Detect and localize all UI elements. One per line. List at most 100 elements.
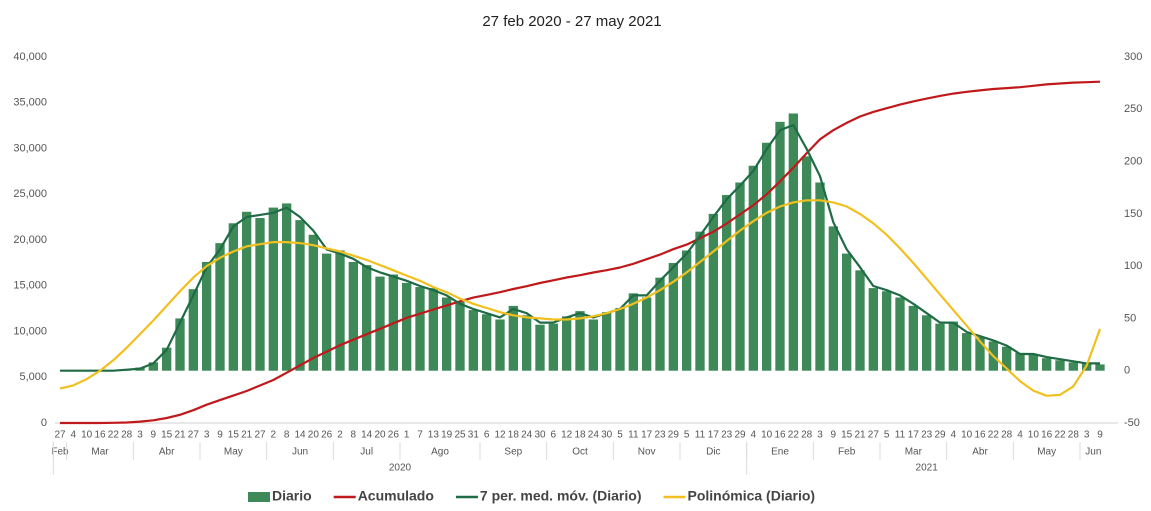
bar	[495, 319, 505, 371]
month-label: Ene	[771, 447, 789, 458]
x-tick-label: 27	[54, 430, 66, 441]
x-tick-label: 2	[271, 430, 277, 441]
bar	[735, 182, 745, 371]
bar	[962, 333, 972, 371]
month-label: Feb	[838, 447, 856, 458]
bar	[708, 213, 718, 371]
bar	[468, 310, 478, 371]
bar	[575, 311, 585, 371]
x-tick-label: 29	[734, 430, 746, 441]
year-label: 2021	[916, 463, 939, 474]
x-tick-label: 15	[228, 430, 240, 441]
bar	[202, 261, 212, 371]
x-tick-label: 23	[654, 430, 666, 441]
line-series	[59, 199, 1102, 397]
x-tick-label: 12	[494, 430, 506, 441]
x-tick-label: 4	[71, 430, 77, 441]
month-label: Mar	[91, 447, 109, 458]
bar	[775, 121, 785, 371]
x-tick-label: 10	[961, 430, 973, 441]
x-tick-label: 29	[668, 430, 680, 441]
y2-tick-label: 250	[1124, 103, 1142, 115]
bar	[268, 207, 278, 371]
y2-tick-label: 300	[1124, 51, 1142, 63]
bar	[855, 270, 865, 371]
bar	[802, 156, 812, 371]
line-series	[60, 123, 1100, 372]
x-tick-label: 4	[951, 430, 957, 441]
bar	[935, 323, 945, 371]
x-tick-label: 18	[508, 430, 520, 441]
x-tick-label: 27	[188, 430, 200, 441]
bar	[682, 250, 692, 371]
bar	[175, 318, 185, 371]
x-tick-label: 3	[204, 430, 210, 441]
x-tick-label: 16	[1041, 430, 1053, 441]
y-tick-label: 10,000	[13, 325, 47, 337]
x-tick-label: 22	[108, 430, 120, 441]
month-label: Jul	[360, 447, 373, 458]
y2-tick-label: -50	[1124, 417, 1140, 429]
x-tick-label: 23	[721, 430, 733, 441]
legend-label: Diario	[272, 488, 312, 504]
month-label: May	[1037, 447, 1056, 458]
bar	[1068, 362, 1078, 371]
x-tick-label: 5	[884, 430, 890, 441]
x-tick-label: 22	[788, 430, 800, 441]
bar	[322, 253, 332, 371]
x-tick-label: 21	[174, 430, 186, 441]
x-tick-label: 21	[854, 430, 866, 441]
chart-title: 27 feb 2020 - 27 may 2021	[482, 13, 661, 30]
bar	[562, 316, 572, 371]
month-label: Mar	[905, 447, 923, 458]
x-tick-label: 27	[868, 430, 880, 441]
bar	[455, 301, 465, 371]
bar	[148, 362, 158, 371]
x-tick-label: 22	[1054, 430, 1066, 441]
bar	[402, 282, 412, 371]
bar	[922, 315, 932, 371]
month-label: Sep	[504, 447, 522, 458]
x-tick-label: 6	[484, 430, 490, 441]
bar	[895, 297, 905, 371]
bar	[1028, 355, 1038, 371]
bar	[1055, 360, 1065, 371]
x-tick-label: 30	[534, 430, 546, 441]
bar	[588, 319, 598, 371]
x-tick-label: 4	[751, 430, 757, 441]
x-tick-label: 26	[321, 430, 333, 441]
bar	[535, 324, 545, 371]
x-tick-label: 11	[628, 430, 639, 441]
x-tick-label: 14	[361, 430, 373, 441]
bar	[722, 195, 732, 371]
bar	[1015, 352, 1025, 371]
line-series	[60, 80, 1101, 425]
legend-label: Acumulado	[358, 488, 434, 504]
x-tick-label: 9	[831, 430, 837, 441]
bar	[695, 231, 705, 371]
month-label: Abr	[159, 447, 175, 458]
bar	[548, 323, 558, 371]
y2-tick-label: 0	[1124, 365, 1130, 377]
x-tick-label: 1	[404, 430, 410, 441]
bar	[882, 291, 892, 371]
bar	[828, 226, 838, 371]
bar	[842, 253, 852, 371]
x-tick-label: 9	[151, 430, 157, 441]
x-tick-label: 10	[81, 430, 93, 441]
bar	[162, 347, 172, 371]
x-tick-label: 21	[241, 430, 253, 441]
month-label: Dic	[706, 447, 720, 458]
bar	[375, 276, 385, 371]
x-tick-label: 27	[254, 430, 266, 441]
bar	[188, 289, 198, 371]
x-tick-label: 28	[801, 430, 813, 441]
y-tick-label: 25,000	[13, 188, 47, 200]
y-tick-label: 0	[41, 417, 47, 429]
x-tick-label: 10	[761, 430, 773, 441]
month-label: Feb	[51, 447, 69, 458]
x-tick-label: 16	[974, 430, 986, 441]
x-tick-label: 8	[284, 430, 290, 441]
bar	[788, 113, 798, 371]
